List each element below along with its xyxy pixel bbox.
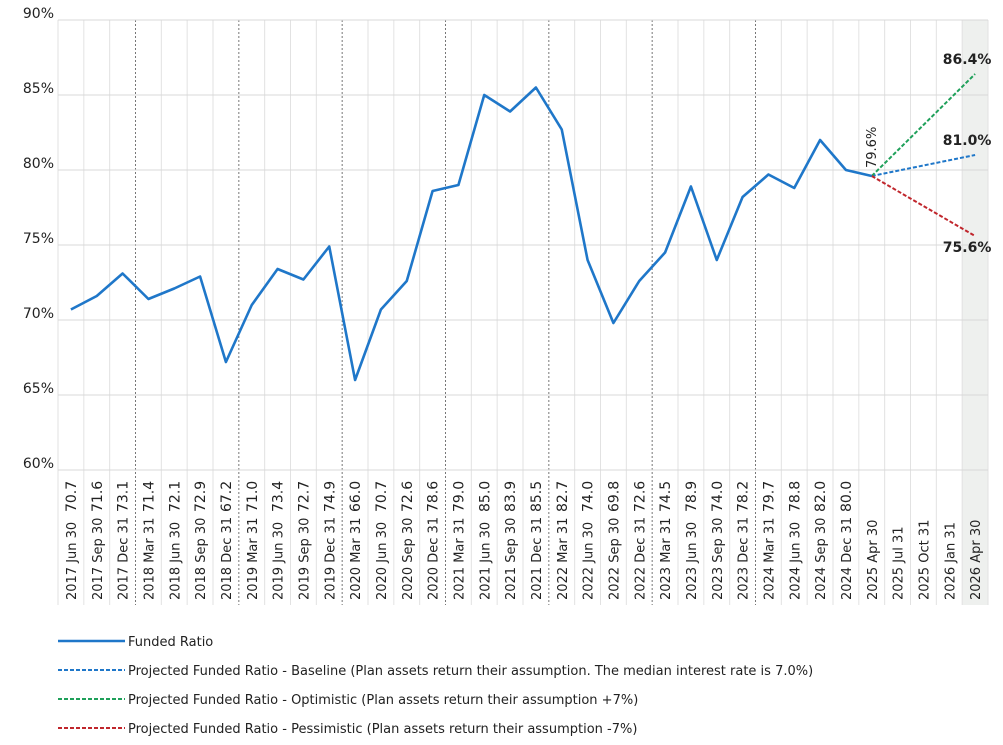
y-tick-label: 70% xyxy=(23,306,54,322)
value-label: 72.7 xyxy=(296,481,312,512)
x-tick-label: 2017 Sep 30 xyxy=(91,518,106,600)
x-tick-label: 2026 Apr 30 xyxy=(969,520,984,600)
value-label: 72.6 xyxy=(632,481,648,512)
value-label: 71.6 xyxy=(90,481,106,512)
value-label: 79.7 xyxy=(761,481,777,512)
value-label: 78.8 xyxy=(787,481,803,512)
x-tick-label: 2019 Mar 31 xyxy=(246,518,261,600)
end-label: 86.4% xyxy=(943,52,992,68)
y-tick-label: 85% xyxy=(23,81,54,97)
x-tick-label: 2020 Mar 31 xyxy=(349,518,364,600)
end-label: 75.6% xyxy=(943,240,992,256)
value-label: 74.5 xyxy=(658,481,674,512)
value-label: 72.6 xyxy=(400,481,416,512)
x-tick-label: 2018 Dec 31 xyxy=(220,517,235,600)
value-label: 83.9 xyxy=(503,481,519,512)
x-tick-label: 2019 Sep 30 xyxy=(297,518,312,600)
x-tick-label: 2022 Sep 30 xyxy=(607,518,622,600)
value-label: 69.8 xyxy=(606,481,622,512)
value-label: 71.0 xyxy=(245,481,261,512)
legend-label: Projected Funded Ratio - Baseline (Plan … xyxy=(128,664,813,679)
value-label: 70.7 xyxy=(64,481,80,512)
value-label: 74.0 xyxy=(710,481,726,512)
value-label: 67.2 xyxy=(219,481,235,512)
projection-shade xyxy=(962,20,988,605)
value-label: 72.1 xyxy=(167,481,183,512)
x-tick-label: 2018 Mar 31 xyxy=(142,518,157,600)
x-tick-label: 2020 Jun 30 xyxy=(375,522,390,600)
x-tick-label: 2023 Sep 30 xyxy=(711,518,726,600)
x-tick-label: 2021 Jun 30 xyxy=(478,522,493,600)
value-label: 80.0 xyxy=(839,481,855,512)
value-label: 79.0 xyxy=(451,481,467,512)
x-tick-label: 2018 Jun 30 xyxy=(168,522,183,600)
value-label: 74.0 xyxy=(581,481,597,512)
x-tick-label: 2025 Jul 31 xyxy=(892,526,907,600)
y-tick-label: 75% xyxy=(23,231,54,247)
end-label: 81.0% xyxy=(943,133,992,149)
x-tick-label: 2019 Jun 30 xyxy=(272,522,287,600)
x-tick-label: 2022 Jun 30 xyxy=(582,522,597,600)
y-tick-label: 80% xyxy=(23,156,54,172)
value-label: 78.6 xyxy=(426,481,442,512)
series-line xyxy=(871,154,976,177)
x-tick-label: 2024 Sep 30 xyxy=(814,518,829,600)
value-label: 73.1 xyxy=(116,481,132,512)
value-label: 72.9 xyxy=(193,481,209,512)
x-tick-label: 2024 Dec 31 xyxy=(840,517,855,600)
x-tick-label: 2025 Oct 31 xyxy=(917,520,932,600)
x-tick-label: 2023 Jun 30 xyxy=(685,522,700,600)
x-tick-label: 2022 Mar 31 xyxy=(556,518,571,600)
x-tick-label: 2020 Dec 31 xyxy=(427,517,442,600)
series-line xyxy=(871,73,976,177)
x-tick-label: 2021 Mar 31 xyxy=(452,518,467,600)
value-label: 85.5 xyxy=(529,481,545,512)
x-tick-label: 2017 Jun 30 xyxy=(65,522,80,600)
x-tick-label: 2018 Sep 30 xyxy=(194,518,209,600)
value-label: 70.7 xyxy=(374,481,390,512)
legend-label: Funded Ratio xyxy=(128,635,213,650)
series-line xyxy=(70,86,873,382)
x-tick-label: 2019 Dec 31 xyxy=(323,517,338,600)
x-tick-label: 2024 Jun 30 xyxy=(788,522,803,600)
legend-label: Projected Funded Ratio - Pessimistic (Pl… xyxy=(128,722,637,737)
x-tick-label: 2023 Mar 31 xyxy=(659,518,674,600)
value-label: 82.0 xyxy=(813,481,829,512)
y-tick-label: 65% xyxy=(23,381,54,397)
legend-label: Projected Funded Ratio - Optimistic (Pla… xyxy=(128,693,638,708)
x-tick-label: 2021 Dec 31 xyxy=(530,517,545,600)
x-tick-label: 2023 Dec 31 xyxy=(737,517,752,600)
value-label: 82.7 xyxy=(555,481,571,512)
x-tick-label: 2026 Jan 31 xyxy=(943,522,958,600)
value-label: 74.9 xyxy=(322,481,338,512)
value-label: 66.0 xyxy=(348,481,364,512)
series-line xyxy=(871,175,976,237)
x-tick-label: 2022 Dec 31 xyxy=(633,517,648,600)
value-label: 71.4 xyxy=(141,481,157,512)
value-label: 78.2 xyxy=(736,481,752,512)
x-tick-label: 2017 Dec 31 xyxy=(117,517,132,600)
value-label: 85.0 xyxy=(477,481,493,512)
value-label: 73.4 xyxy=(271,481,287,512)
start-label: 79.6% xyxy=(865,127,880,168)
x-tick-label: 2025 Apr 30 xyxy=(866,520,881,600)
x-tick-label: 2024 Mar 31 xyxy=(762,518,777,600)
x-tick-label: 2021 Sep 30 xyxy=(504,518,519,600)
y-tick-label: 90% xyxy=(23,6,54,22)
y-tick-label: 60% xyxy=(23,456,54,472)
x-tick-label: 2020 Sep 30 xyxy=(401,518,416,600)
value-label: 78.9 xyxy=(684,481,700,512)
